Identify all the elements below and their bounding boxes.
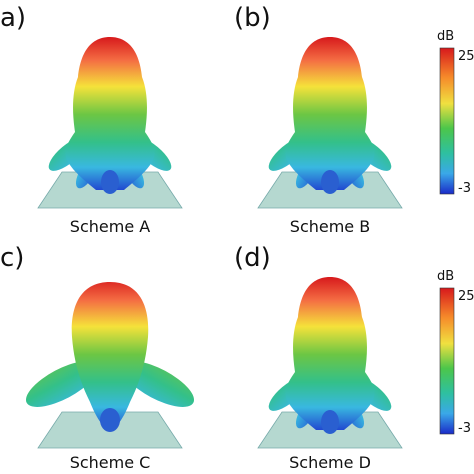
caption: Scheme C (70, 453, 151, 472)
panel-label: (d) (234, 243, 271, 273)
caption: Scheme A (70, 217, 150, 236)
caption: Scheme D (289, 453, 371, 472)
colorbar: dB 25 -3 (437, 29, 474, 196)
colorbar: dB 25 -3 (437, 269, 474, 436)
colorbar-scale (439, 47, 455, 195)
caption: Scheme B (290, 217, 370, 236)
panel-label: (b) (234, 3, 271, 33)
colorbar-unit: dB (437, 269, 454, 284)
colorbar-scale (439, 287, 455, 435)
panel-d: (d) Scheme D (234, 243, 402, 472)
colorbar-min: -3 (458, 181, 471, 196)
radiation-pattern (20, 282, 201, 448)
colorbar-unit: dB (437, 29, 454, 44)
colorbar-min: -3 (458, 421, 471, 436)
radiation-pattern (258, 37, 402, 208)
panel-label: a) (0, 3, 26, 33)
radiation-pattern (258, 277, 402, 448)
panel-c: c) Scheme C (0, 243, 200, 472)
panel-b: (b) Scheme B (234, 3, 402, 236)
panel-a: a) Scheme A (0, 3, 182, 236)
panel-label: c) (0, 243, 24, 273)
colorbar-max: 25 (458, 49, 474, 64)
colorbar-max: 25 (458, 289, 474, 304)
radiation-pattern (38, 37, 182, 208)
